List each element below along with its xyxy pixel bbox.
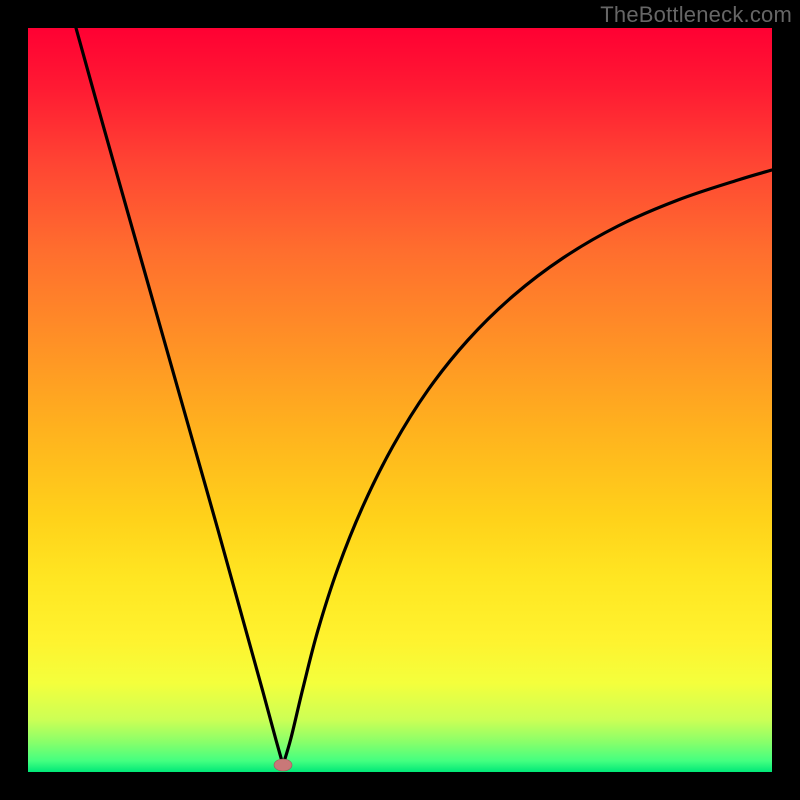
watermark-text: TheBottleneck.com [600,2,792,28]
notch-marker [274,759,292,771]
chart-container: TheBottleneck.com [0,0,800,800]
plot-area [28,28,772,772]
bottleneck-chart [0,0,800,800]
